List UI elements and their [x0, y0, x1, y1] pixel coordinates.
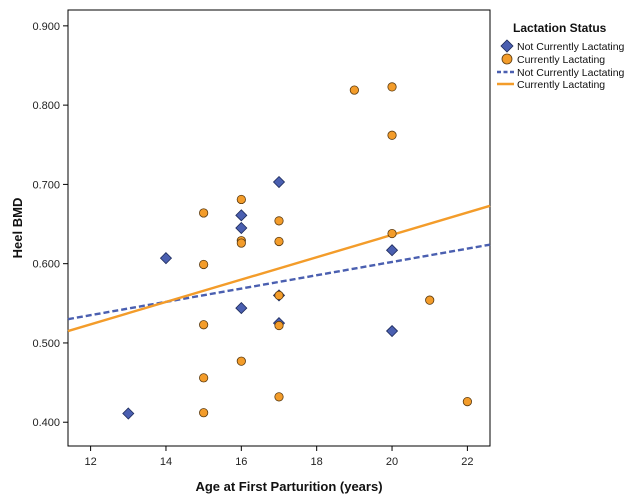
plot-area [67, 9, 491, 447]
point-lactating [462, 397, 472, 407]
data-points [122, 82, 472, 420]
y-tick-label: 0.500 [32, 338, 60, 350]
point-lactating [349, 85, 359, 95]
point-not-lactating [235, 209, 248, 222]
point-not-lactating [385, 324, 399, 338]
point-lactating [387, 130, 397, 140]
fit-line-lactating [67, 204, 491, 333]
x-tick-label: 14 [160, 456, 172, 468]
legend-label-lactating-points: Currently Lactating [517, 54, 605, 66]
x-tick-label: 22 [461, 456, 473, 468]
y-tick-label: 0.900 [32, 21, 60, 33]
y-axis-title: Heel BMD [10, 198, 25, 259]
point-not-lactating [272, 175, 286, 189]
point-lactating [199, 259, 209, 270]
point-lactating [425, 295, 435, 305]
point-lactating [274, 392, 284, 402]
point-not-lactating [235, 221, 248, 235]
y-tick-label: 0.700 [32, 179, 60, 191]
point-lactating [274, 236, 284, 247]
point-lactating [199, 373, 209, 383]
legend-marker-not-lactating [500, 39, 514, 53]
point-lactating [274, 320, 284, 331]
point-not-lactating [159, 252, 173, 265]
point-lactating [274, 216, 284, 226]
point-lactating [387, 228, 397, 239]
legend: Lactation Status Not Currently Lactating… [497, 21, 625, 91]
point-lactating [199, 208, 209, 218]
y-tick-label: 0.600 [32, 259, 60, 271]
point-lactating [236, 356, 246, 366]
point-not-lactating [385, 244, 399, 257]
legend-marker-lactating [501, 53, 513, 65]
point-not-lactating [235, 301, 248, 315]
point-lactating [236, 194, 246, 205]
legend-label-lactating-line: Currently Lactating [517, 79, 605, 91]
x-tick-label: 12 [84, 456, 96, 468]
point-not-lactating [122, 407, 135, 420]
point-lactating [236, 238, 246, 248]
x-tick-label: 16 [235, 456, 247, 468]
y-tick-label: 0.400 [32, 417, 60, 429]
point-lactating [199, 320, 209, 330]
point-lactating [274, 290, 284, 300]
point-lactating [387, 82, 397, 92]
y-axis: 0.400 0.500 0.600 0.700 0.800 0.900 [32, 21, 68, 429]
legend-label-not-lactating-points: Not Currently Lactating [517, 41, 625, 53]
x-tick-label: 18 [311, 456, 323, 468]
x-axis: 12 14 16 18 20 22 [84, 446, 474, 468]
fit-lines [67, 204, 491, 333]
legend-label-not-lactating-line: Not Currently Lactating [517, 67, 625, 79]
point-lactating [199, 408, 209, 418]
x-axis-title: Age at First Parturition (years) [195, 479, 382, 494]
x-tick-label: 20 [386, 456, 398, 468]
legend-title: Lactation Status [513, 21, 607, 35]
y-tick-label: 0.800 [32, 100, 60, 112]
